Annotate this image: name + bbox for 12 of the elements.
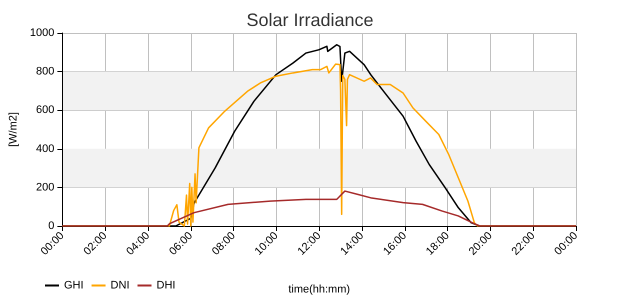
legend-label: GHI xyxy=(64,280,84,292)
y-tick-label: 400 xyxy=(36,142,54,155)
y-tick-label: 0 xyxy=(48,220,54,232)
y-tick-label: 600 xyxy=(36,104,54,116)
y-tick-label: 1000 xyxy=(30,27,54,39)
y-tick-label: 200 xyxy=(36,181,54,194)
x-axis-title: time(hh:mm) xyxy=(288,284,350,296)
legend-label: DNI xyxy=(110,280,130,292)
chart-title: Solar Irradiance xyxy=(246,10,374,30)
y-tick-label: 800 xyxy=(36,66,54,78)
legend-label: DHI xyxy=(156,280,176,292)
y-axis-title: [W/m2] xyxy=(8,112,20,147)
